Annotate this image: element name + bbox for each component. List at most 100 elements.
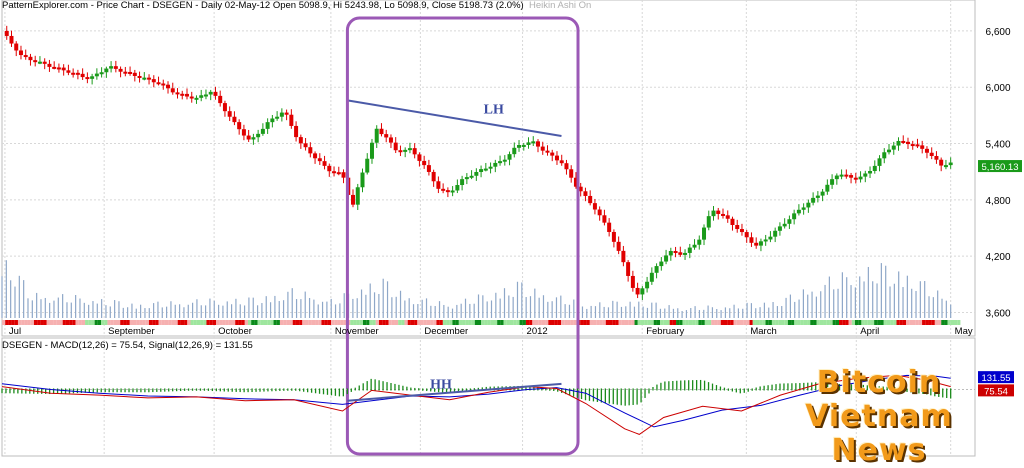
- trend-ribbon-segment: [225, 320, 229, 325]
- candle-body: [251, 137, 256, 140]
- trend-ribbon-segment: [337, 320, 341, 325]
- trend-ribbon-segment: [334, 320, 338, 325]
- trend-ribbon-segment: [113, 320, 118, 325]
- candle-body: [436, 181, 441, 189]
- trend-ribbon-segment: [401, 320, 405, 325]
- candle-body: [483, 168, 488, 171]
- trend-ribbon-segment: [88, 320, 92, 325]
- candle-body: [493, 162, 498, 167]
- trend-ribbon-segment: [404, 320, 408, 325]
- candle-body: [71, 72, 76, 75]
- candle-body: [830, 179, 835, 185]
- candle-body: [645, 281, 650, 289]
- grid: [1, 0, 976, 457]
- candle-body: [137, 75, 142, 78]
- trend-ribbon-segment: [219, 320, 223, 325]
- candle-body: [113, 66, 118, 69]
- trend-ribbon-segment: [551, 320, 555, 325]
- trend-ribbon-segment: [126, 320, 130, 325]
- trend-ribbon-segment: [257, 320, 261, 325]
- trend-ribbon-segment: [302, 320, 306, 325]
- trend-ribbon-segment: [669, 320, 673, 325]
- trend-ribbon-segment: [190, 320, 194, 325]
- candle-body: [132, 72, 137, 76]
- candle-body: [289, 114, 294, 126]
- trend-ribbon-segment: [62, 320, 66, 325]
- trend-ribbon-segment: [954, 320, 958, 325]
- trend-ribbon-segment: [704, 320, 709, 325]
- trend-ribbon-segment: [168, 320, 172, 325]
- trend-ribbon-segment: [950, 320, 955, 325]
- candle-body: [474, 172, 479, 176]
- x-tick-label: December: [424, 326, 468, 337]
- candle-body: [659, 261, 664, 267]
- trend-ribbon-segment: [666, 320, 670, 325]
- candles: [4, 25, 953, 301]
- candle-body: [668, 251, 673, 256]
- candle-body: [725, 215, 730, 219]
- candle-body: [948, 162, 953, 166]
- trend-ribbon-segment: [612, 320, 616, 325]
- candle-body: [792, 213, 797, 220]
- trend-ribbon-segment: [870, 320, 875, 325]
- candle-body: [365, 158, 370, 173]
- candle-body: [9, 35, 14, 44]
- trend-ribbon-segment: [493, 320, 498, 325]
- candle-body: [915, 144, 920, 147]
- candle-body: [517, 145, 522, 148]
- trend-ribbon-segment: [605, 320, 609, 325]
- trend-ribbon-segment: [723, 320, 728, 325]
- trend-ribbon-segment: [848, 320, 852, 325]
- trend-ribbon-segment: [816, 320, 820, 325]
- candle-body: [825, 184, 830, 192]
- trend-ribbon-segment: [216, 320, 220, 325]
- candle-body: [90, 76, 95, 79]
- candle-body: [260, 128, 265, 134]
- candle-body: [924, 148, 929, 153]
- trend-ribbon-segment: [104, 320, 108, 325]
- candle-body: [237, 122, 242, 130]
- trend-ribbon-segment: [410, 320, 415, 325]
- trend-ribbon-segment: [580, 320, 584, 325]
- trend-ribbon-segment: [232, 320, 236, 325]
- y-tick-label: 6,600: [985, 27, 1010, 38]
- trend-ribbon: [2, 320, 961, 325]
- trend-ribbon-segment: [717, 320, 721, 325]
- trend-ribbon-segment: [928, 320, 932, 325]
- trend-ribbon-segment: [81, 320, 86, 325]
- trend-ribbon-segment: [771, 320, 776, 325]
- candle-body: [327, 165, 332, 172]
- y-tick-label: 5,400: [985, 140, 1010, 151]
- trend-ribbon-segment: [327, 320, 332, 325]
- trend-ribbon-segment: [628, 320, 632, 325]
- candle-body: [246, 135, 251, 140]
- trend-ribbon-segment: [787, 320, 792, 325]
- candle-body: [128, 71, 133, 74]
- trend-ribbon-segment: [356, 320, 360, 325]
- candle-body: [403, 149, 408, 152]
- candle-body: [118, 68, 123, 72]
- volume-bars: [1, 260, 952, 318]
- x-tick-label: November: [335, 326, 379, 337]
- trend-ribbon-segment: [835, 320, 840, 325]
- trend-ribbon-segment: [251, 320, 255, 325]
- trend-ribbon-segment: [644, 320, 648, 325]
- macd-panel: 131.55 75.54 HH: [1, 371, 1014, 435]
- trend-ribbon-segment: [107, 320, 111, 325]
- trend-ribbon-segment: [599, 320, 603, 325]
- trend-ribbon-segment: [672, 320, 677, 325]
- trend-ribbon-segment: [283, 320, 287, 325]
- candle-body: [891, 145, 896, 150]
- trend-ribbon-segment: [602, 320, 606, 325]
- candle-body: [460, 179, 465, 186]
- candle-body: [14, 43, 19, 51]
- trend-ribbon-segment: [727, 320, 731, 325]
- candle-body: [147, 77, 152, 80]
- candle-body: [75, 72, 80, 75]
- candle-body: [635, 287, 640, 295]
- candle-body: [588, 195, 593, 204]
- trend-ribbon-segment: [593, 320, 597, 325]
- candle-body: [241, 129, 246, 136]
- trend-ribbon-segment: [43, 320, 47, 325]
- trend-ribbon-segment: [311, 320, 316, 325]
